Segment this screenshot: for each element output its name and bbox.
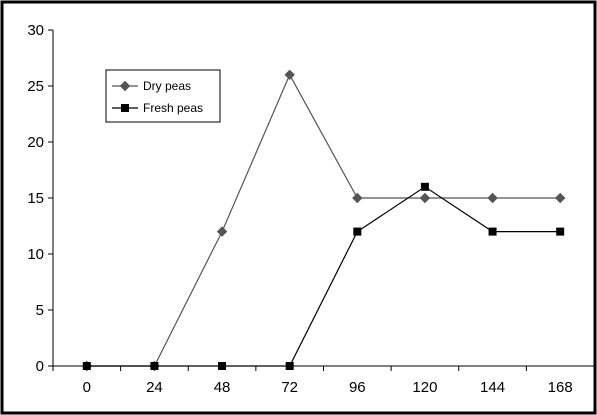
data-point-fresh-peas bbox=[556, 227, 565, 236]
y-tick-label: 20 bbox=[27, 134, 44, 151]
data-point-dry-peas bbox=[487, 192, 498, 204]
x-tick-label: 48 bbox=[214, 379, 231, 396]
y-tick-label: 10 bbox=[27, 246, 44, 263]
legend-label: Dry peas bbox=[143, 79, 191, 93]
y-tick-label: 15 bbox=[27, 190, 44, 207]
x-tick-label: 24 bbox=[146, 379, 163, 396]
y-tick-label: 25 bbox=[27, 78, 44, 95]
legend-marker bbox=[119, 80, 131, 92]
x-tick-label: 72 bbox=[281, 379, 298, 396]
data-point-dry-peas bbox=[216, 226, 228, 237]
data-point-dry-peas bbox=[419, 192, 431, 204]
series-fresh-peas bbox=[82, 182, 565, 370]
x-tick-label: 96 bbox=[349, 379, 366, 396]
data-point-fresh-peas bbox=[353, 227, 362, 236]
data-point-fresh-peas bbox=[150, 362, 159, 370]
y-axis-ticks: 0 5 10 15 20 25 30 bbox=[27, 22, 53, 375]
x-tick-label: 168 bbox=[548, 379, 573, 396]
legend-label: Fresh peas bbox=[143, 101, 203, 115]
x-tick-label: 0 bbox=[83, 379, 91, 396]
legend: Dry peas Fresh peas bbox=[105, 69, 221, 123]
legend-item-fresh-peas: Fresh peas bbox=[112, 101, 203, 115]
legend-box bbox=[105, 69, 221, 123]
y-tick-label: 0 bbox=[36, 358, 44, 375]
data-point-fresh-peas bbox=[420, 182, 429, 191]
x-axis-ticks: 0 24 48 72 96 120 144 168 bbox=[52, 366, 595, 396]
series-layer bbox=[81, 69, 566, 372]
x-tick-label: 144 bbox=[480, 379, 505, 396]
legend-marker bbox=[121, 104, 129, 112]
y-tick-label: 30 bbox=[27, 22, 44, 39]
legend-item-dry-peas: Dry peas bbox=[112, 79, 191, 93]
y-tick-label: 5 bbox=[36, 302, 44, 319]
data-point-dry-peas bbox=[284, 69, 295, 81]
data-point-fresh-peas bbox=[285, 362, 294, 370]
data-point-fresh-peas bbox=[82, 362, 91, 370]
data-point-fresh-peas bbox=[488, 227, 497, 236]
series-line-fresh-peas bbox=[86, 186, 561, 367]
data-point-dry-peas bbox=[554, 192, 566, 204]
data-point-fresh-peas bbox=[218, 362, 227, 370]
data-point-dry-peas bbox=[352, 192, 363, 204]
x-tick-label: 120 bbox=[412, 379, 437, 396]
series-line-dry-peas bbox=[86, 73, 561, 367]
